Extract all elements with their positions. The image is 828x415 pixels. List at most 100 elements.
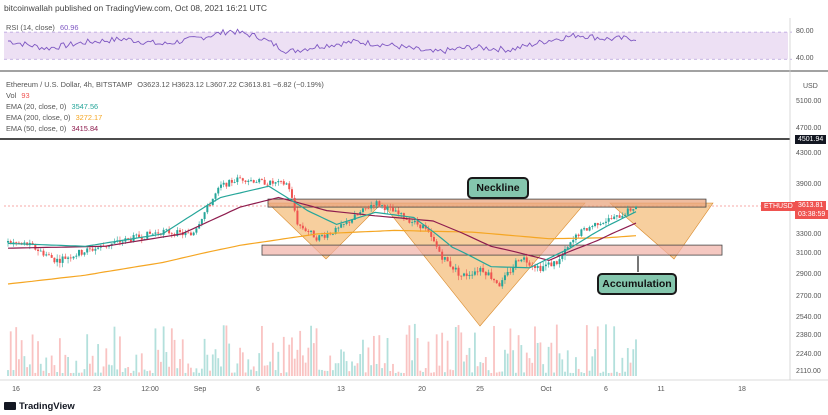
volume-bar — [618, 372, 621, 376]
volume-bar — [271, 342, 274, 376]
candle-body — [596, 223, 599, 226]
candle-body — [280, 181, 283, 182]
candle-body — [47, 254, 50, 256]
symbol-name: Ethereum / U.S. Dollar, 4h, BITSTAMP — [6, 80, 133, 89]
volume-bar — [564, 371, 566, 376]
volume-bar — [337, 363, 340, 376]
rsi-tick-label: 80.00 — [796, 28, 814, 35]
volume-bar — [468, 347, 471, 376]
volume-bar — [493, 325, 495, 376]
volume-bar — [15, 327, 18, 376]
candle-body — [468, 274, 471, 277]
candle-body — [400, 213, 403, 215]
volume-bar — [572, 372, 575, 376]
candle-body — [533, 265, 536, 269]
candles — [7, 174, 637, 289]
candle-body — [580, 229, 583, 236]
candle-body — [288, 183, 291, 190]
volume-legend[interactable]: Vol 93 — [6, 91, 30, 100]
volume-bar — [274, 370, 277, 376]
candle-body — [351, 219, 354, 223]
ema50-legend[interactable]: EMA (50, close, 0) 3415.84 — [6, 124, 98, 133]
volume-bar — [225, 325, 228, 376]
neckline-callout: Neckline — [467, 177, 529, 199]
vol-label: Vol — [6, 91, 17, 100]
candle-body — [591, 226, 594, 228]
candle-body — [588, 227, 591, 231]
candle-body — [618, 215, 621, 218]
volume-bar — [359, 354, 362, 376]
candle-body — [457, 267, 460, 276]
volume-bar — [424, 368, 427, 376]
candle-body — [334, 227, 337, 234]
volume-bar — [310, 325, 312, 376]
ethusd-symbol-tag: ETHUSD — [761, 202, 796, 211]
candle-body — [301, 225, 304, 229]
candle-body — [228, 180, 231, 187]
candle-body — [233, 182, 236, 183]
neckline-box — [267, 198, 707, 208]
volume-bar — [94, 372, 97, 376]
candle-body — [250, 180, 253, 181]
candle-body — [50, 254, 53, 258]
candle-body — [72, 256, 75, 259]
volume-bar — [140, 353, 143, 376]
volume-bar — [48, 373, 50, 376]
volume-bar — [332, 370, 334, 376]
candle-body — [624, 214, 627, 216]
candle-body — [561, 255, 564, 260]
volume-bar — [157, 349, 160, 376]
candle-body — [304, 228, 307, 232]
candle-body — [602, 222, 605, 224]
candle-body — [564, 248, 567, 256]
volume-bar — [471, 372, 474, 376]
candle-body — [310, 230, 313, 232]
ema20-legend[interactable]: EMA (20, close, 0) 3547.56 — [6, 102, 98, 111]
ema200-line — [7, 229, 637, 285]
volume-bar — [119, 336, 121, 376]
volume-bar — [168, 366, 170, 376]
volume-bar — [490, 372, 493, 376]
volume-bar — [121, 371, 124, 376]
candle-body — [621, 215, 624, 218]
candle-body — [7, 241, 9, 243]
candle-body — [490, 272, 493, 279]
volume-bar — [170, 328, 173, 376]
candle-body — [200, 219, 203, 225]
candle-body — [610, 218, 613, 220]
candle-body — [9, 241, 12, 244]
candle-body — [547, 262, 550, 265]
candle-body — [225, 182, 228, 187]
candle-body — [361, 208, 364, 213]
candle-body — [53, 257, 56, 263]
volume-bar — [528, 358, 531, 376]
volume-bar — [127, 367, 130, 376]
candle-body — [179, 230, 182, 233]
publisher-header: bitcoinwallah published on TradingView.c… — [4, 3, 268, 13]
volume-bar — [56, 372, 59, 376]
candle-body — [443, 257, 446, 260]
candle-body — [411, 222, 414, 224]
volume-bar — [397, 371, 400, 376]
candle-body — [405, 219, 408, 220]
candle-body — [154, 232, 157, 234]
volume-bar — [312, 343, 315, 376]
volume-bar — [378, 335, 381, 376]
candle-body — [389, 206, 392, 208]
volume-bar — [561, 359, 564, 376]
candle-body — [375, 201, 378, 206]
symbol-legend[interactable]: Ethereum / U.S. Dollar, 4h, BITSTAMP O36… — [6, 80, 324, 89]
ema200-legend[interactable]: EMA (200, close, 0) 3272.17 — [6, 113, 102, 122]
volume-bar — [255, 371, 258, 376]
candle-body — [482, 267, 485, 272]
volume-bar — [75, 360, 78, 376]
candle-body — [168, 229, 171, 234]
volume-bar — [321, 369, 323, 376]
candle-body — [214, 193, 217, 199]
volume-bar — [610, 372, 613, 376]
candle-body — [77, 249, 80, 256]
candle-body — [353, 214, 356, 220]
volume-bar — [217, 358, 220, 376]
candle-body — [121, 241, 124, 243]
